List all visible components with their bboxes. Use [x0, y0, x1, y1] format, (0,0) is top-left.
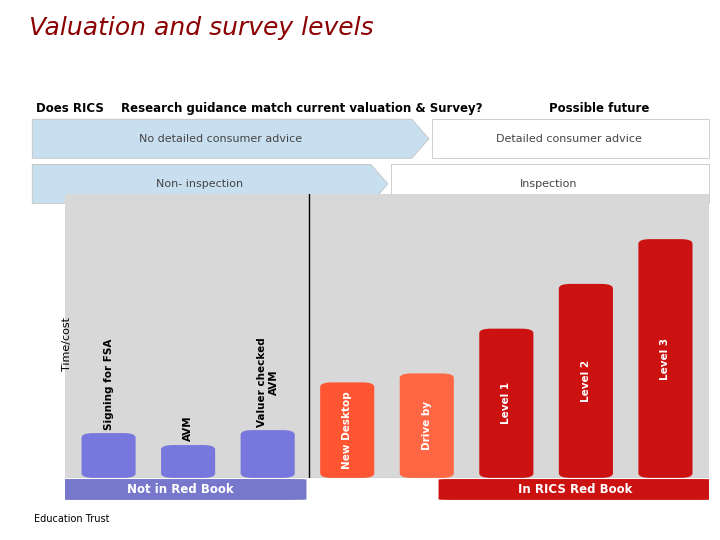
Text: Time/cost: Time/cost — [62, 316, 72, 370]
Polygon shape — [392, 164, 709, 204]
Text: AVM: AVM — [183, 416, 193, 442]
Text: New Desktop: New Desktop — [342, 392, 352, 469]
Text: Level 1: Level 1 — [501, 382, 511, 424]
Polygon shape — [433, 119, 709, 158]
FancyBboxPatch shape — [438, 479, 712, 500]
Text: Does RICS: Does RICS — [36, 103, 104, 116]
Text: Detailed consumer advice: Detailed consumer advice — [496, 134, 642, 144]
Text: Non- inspection: Non- inspection — [156, 179, 243, 189]
Text: Research guidance match current valuation & Survey?: Research guidance match current valuatio… — [121, 103, 482, 116]
Text: Valuer checked
AVM: Valuer checked AVM — [257, 337, 279, 427]
Polygon shape — [32, 164, 388, 204]
Text: Drive by: Drive by — [422, 401, 432, 450]
Text: In RICS Red Book: In RICS Red Book — [518, 483, 633, 496]
Text: Level 3: Level 3 — [660, 338, 670, 380]
FancyBboxPatch shape — [240, 430, 294, 478]
Text: Not in Red Book: Not in Red Book — [127, 483, 234, 496]
Text: Valuation and survey levels: Valuation and survey levels — [29, 16, 374, 40]
FancyBboxPatch shape — [161, 445, 215, 478]
FancyBboxPatch shape — [55, 479, 307, 500]
FancyBboxPatch shape — [559, 284, 613, 478]
FancyBboxPatch shape — [81, 433, 135, 478]
FancyBboxPatch shape — [480, 329, 534, 478]
Text: Inspection: Inspection — [520, 179, 577, 189]
Text: Level 2: Level 2 — [581, 360, 591, 402]
Text: Signing for FSA: Signing for FSA — [104, 338, 114, 429]
Text: No detailed consumer advice: No detailed consumer advice — [139, 134, 302, 144]
FancyBboxPatch shape — [400, 374, 454, 478]
FancyBboxPatch shape — [320, 382, 374, 478]
FancyBboxPatch shape — [639, 239, 693, 478]
Text: Possible future: Possible future — [549, 103, 649, 116]
Polygon shape — [32, 119, 429, 158]
Text: Education Trust: Education Trust — [35, 514, 109, 524]
